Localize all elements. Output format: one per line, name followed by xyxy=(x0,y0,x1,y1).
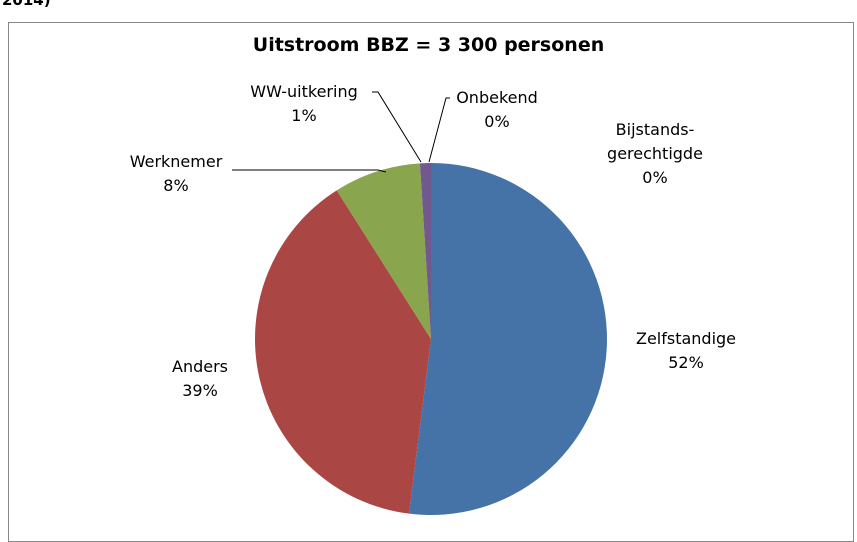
category-label: WW-uitkering xyxy=(250,82,358,101)
value-label: 8% xyxy=(163,176,189,195)
category-label: Zelfstandige xyxy=(635,329,737,348)
leader-line xyxy=(372,91,422,163)
header-text: 2014) xyxy=(2,0,51,9)
data-label: Onbekend 0% xyxy=(456,86,538,134)
category-label: Bijstands-gerechtigde xyxy=(607,120,703,163)
value-label: 39% xyxy=(182,381,218,400)
pie-slice xyxy=(255,190,431,514)
category-label: Werknemer xyxy=(129,152,223,171)
value-label: 0% xyxy=(642,168,668,187)
data-label: WW-uitkering 1% xyxy=(250,80,357,128)
chart-title: Uitstroom BBZ = 3 300 personen xyxy=(252,34,605,56)
value-label: 0% xyxy=(484,112,510,131)
data-label: Bijstands-gerechtigde 0% xyxy=(600,118,710,190)
data-label: Anders 39% xyxy=(172,355,228,403)
pie-slice xyxy=(408,163,607,515)
category-label: Onbekend xyxy=(456,88,538,107)
value-label: 52% xyxy=(668,353,704,372)
leader-line xyxy=(232,169,387,173)
pie-chart xyxy=(232,91,607,515)
pie-slice xyxy=(419,163,431,339)
leader-line xyxy=(428,97,450,163)
pie-slice xyxy=(336,163,431,339)
value-label: 1% xyxy=(291,106,317,125)
data-label: Zelfstandige 52% xyxy=(636,327,736,375)
data-label: Werknemer 8% xyxy=(130,150,223,198)
category-label: Anders xyxy=(172,357,228,376)
